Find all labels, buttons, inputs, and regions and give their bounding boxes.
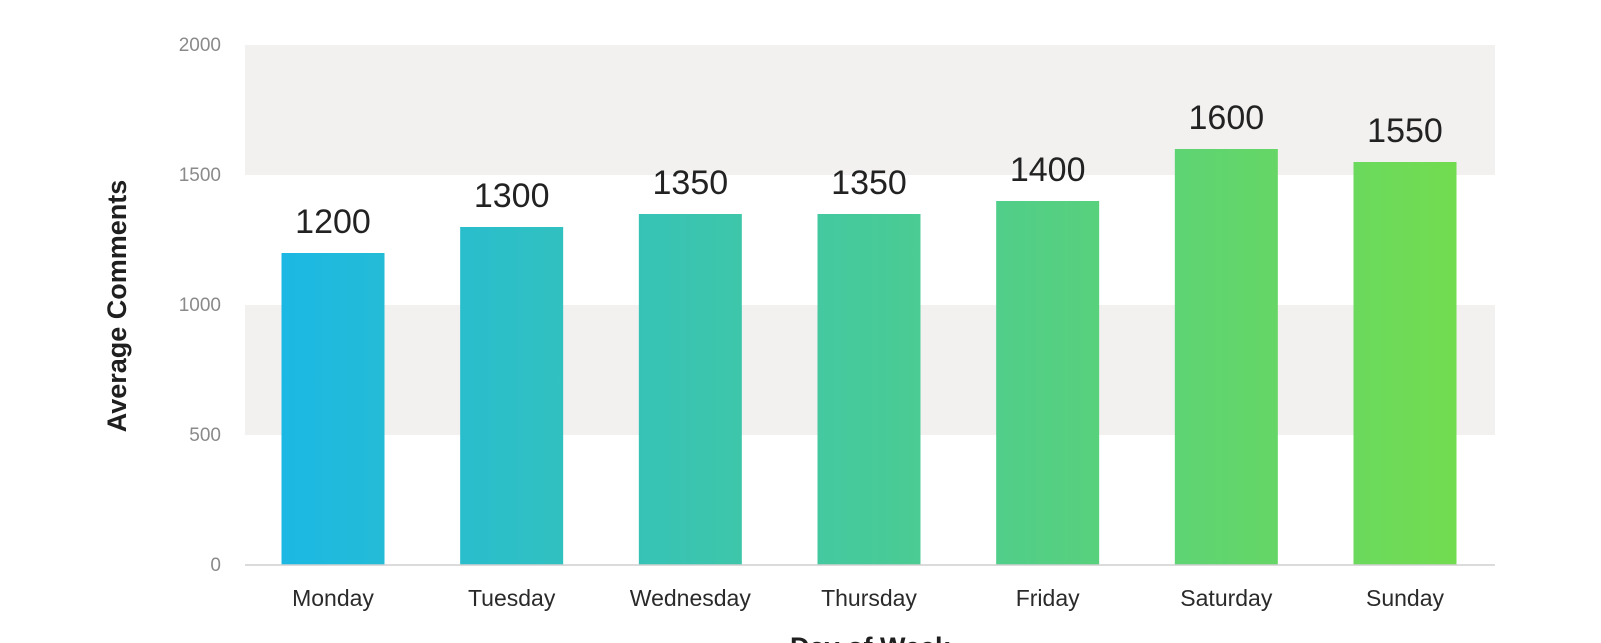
data-label: 1350 — [831, 164, 907, 202]
x-tick-label: Tuesday — [468, 585, 556, 611]
x-tick-label: Monday — [292, 585, 374, 611]
y-axis-ticks: 0 500 1000 1500 2000 — [179, 35, 221, 576]
x-tick-label: Sunday — [1366, 585, 1445, 611]
x-axis-title: Day of Week — [790, 632, 951, 643]
grid-band — [245, 45, 1495, 175]
x-tick-label: Friday — [1016, 585, 1080, 611]
bar-saturday — [1174, 149, 1278, 565]
data-labels: 1200 1300 1350 1350 1400 1600 1550 — [295, 99, 1443, 241]
x-tick-label: Thursday — [821, 585, 917, 611]
bar-tuesday — [460, 227, 564, 565]
data-label: 1200 — [295, 203, 371, 241]
data-label: 1300 — [474, 177, 550, 215]
y-tick-label: 2000 — [179, 35, 221, 56]
x-axis-ticks: Monday Tuesday Wednesday Thursday Friday Satu… — [292, 585, 1444, 611]
data-label: 1400 — [1010, 151, 1086, 189]
bars — [281, 149, 1457, 565]
bar-thursday — [817, 214, 921, 565]
bar-sunday — [1353, 162, 1457, 565]
bar-friday — [996, 201, 1100, 565]
data-label: 1550 — [1367, 112, 1443, 150]
data-label: 1600 — [1189, 99, 1265, 137]
y-tick-label: 500 — [189, 425, 221, 446]
y-tick-label: 0 — [210, 555, 221, 576]
x-tick-label: Saturday — [1180, 585, 1273, 611]
x-tick-label: Wednesday — [630, 585, 752, 611]
data-label: 1350 — [653, 164, 729, 202]
bar-monday — [281, 253, 385, 565]
y-tick-label: 1500 — [179, 165, 221, 186]
y-axis-title: Average Comments — [102, 180, 132, 433]
y-tick-label: 1000 — [179, 295, 221, 316]
bar-wednesday — [638, 214, 742, 565]
